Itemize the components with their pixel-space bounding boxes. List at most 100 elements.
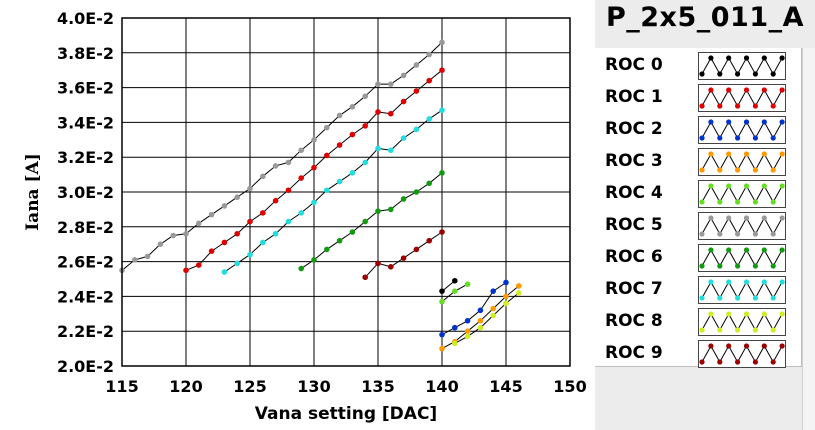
data-point-roc-1 (247, 218, 253, 225)
data-point-roc-3 (503, 293, 509, 300)
chart-svg: 115 120 125 130 135 140 145 150 2.0E-2 2.2E-2 2.4… (23, 9, 587, 424)
legend-label: ROC 9 (605, 343, 663, 363)
legend-swatch-marker (699, 263, 705, 269)
legend-swatch-marker (717, 263, 723, 269)
legend-swatch-marker (726, 279, 732, 285)
legend-swatch-marker (726, 311, 732, 317)
data-point-roc-5 (196, 220, 202, 227)
data-point-roc-6 (426, 180, 433, 187)
y-tick-label: 2.0E-2 (57, 357, 114, 376)
legend-scrollbar[interactable] (802, 48, 815, 430)
legend-swatch-marker (717, 71, 723, 77)
legend-swatch-marker (699, 71, 705, 77)
legend-swatch-marker (752, 103, 758, 109)
legend-swatch-marker (699, 295, 705, 301)
data-point-roc-1 (324, 152, 330, 159)
data-point-roc-5 (208, 211, 215, 218)
legend-swatch-marker (735, 327, 741, 333)
legend-swatch-marker (708, 311, 714, 317)
series-roc-7 (221, 107, 445, 275)
data-point-roc-5 (426, 51, 433, 58)
data-point-roc-1 (375, 109, 381, 115)
data-point-roc-7 (336, 178, 343, 185)
legend-item-roc-5: ROC 5 (595, 212, 801, 240)
data-point-roc-8 (464, 333, 471, 340)
legend-swatch-marker (770, 199, 776, 205)
data-point-roc-9 (426, 237, 433, 244)
y-tick-label: 4.0E-2 (57, 9, 114, 28)
legend-swatch-marker (743, 343, 750, 349)
data-point-roc-1 (439, 67, 445, 73)
data-point-roc-1 (413, 88, 420, 94)
data-point-roc-6 (324, 246, 330, 253)
legend-swatch-marker (699, 135, 705, 141)
legend-swatch-line (701, 184, 783, 204)
x-axis-label: Vana setting [DAC] (255, 404, 437, 424)
legend-swatch-marker (743, 151, 750, 157)
data-point-roc-7 (388, 147, 394, 154)
legend-swatch-marker (770, 167, 776, 173)
data-point-roc-7 (324, 187, 330, 194)
legend-swatch-marker (726, 343, 732, 349)
series-roc-0 (439, 277, 458, 294)
data-point-roc-7 (247, 251, 253, 258)
legend-swatch-marker (752, 231, 758, 237)
legend-swatch-marker (779, 343, 785, 349)
data-point-roc-2 (503, 279, 509, 286)
legend-swatch-marker (770, 359, 776, 365)
data-point-roc-5 (298, 147, 305, 154)
data-point-roc-5 (349, 103, 356, 110)
data-point-roc-2 (452, 324, 458, 331)
legend-item-roc-6: ROC 6 (595, 244, 801, 272)
data-point-roc-7 (298, 210, 305, 216)
legend-swatch-marker (761, 247, 767, 253)
legend-swatch-marker (708, 279, 714, 285)
legend-swatch-marker (779, 119, 785, 125)
legend-swatch-marker (743, 183, 750, 189)
legend-item-roc-9: ROC 9 (595, 340, 801, 368)
legend-swatch-marker (717, 167, 723, 173)
data-point-roc-9 (400, 255, 407, 261)
legend-swatch-marker (779, 215, 785, 221)
legend-swatch-marker (761, 119, 767, 125)
plot-panel: 115 120 125 130 135 140 145 150 2.0E-2 2.2E-2 2.4… (23, 9, 587, 424)
data-point-roc-1 (183, 267, 189, 274)
legend-swatch-marker (779, 55, 785, 61)
data-point-roc-8 (516, 290, 522, 296)
data-point-roc-5 (272, 163, 279, 169)
data-point-roc-9 (413, 246, 420, 253)
data-point-roc-3 (464, 328, 471, 335)
data-point-roc-8 (477, 324, 484, 331)
series-roc-1 (183, 67, 445, 274)
data-point-roc-6 (349, 229, 356, 235)
data-point-roc-5 (336, 112, 343, 119)
data-point-roc-1 (388, 110, 394, 117)
data-point-roc-7 (400, 135, 407, 141)
data-point-roc-6 (400, 196, 407, 202)
legend-swatch-marker (761, 343, 767, 349)
data-point-roc-5 (388, 81, 394, 87)
legend-label: ROC 0 (605, 55, 663, 75)
legend-swatch-marker (708, 119, 714, 125)
legend-swatch-line (701, 248, 783, 268)
legend-swatch-marker (699, 231, 705, 237)
data-point-roc-9 (388, 264, 394, 270)
data-point-roc-7 (362, 159, 369, 166)
legend-swatch-marker (770, 327, 776, 333)
legend-swatch-marker (726, 215, 732, 221)
data-point-roc-4 (452, 288, 458, 294)
series-roc-5 (119, 39, 445, 274)
y-tick-label: 3.8E-2 (57, 44, 114, 63)
x-tick-label: 125 (233, 377, 266, 396)
data-point-roc-6 (375, 208, 381, 214)
legend-swatch (698, 148, 786, 176)
legend-swatch-marker (735, 231, 741, 237)
legend-swatch-marker (770, 71, 776, 77)
chart-title: P_2x5_011_A (605, 2, 805, 33)
legend-item-roc-1: ROC 1 (595, 84, 801, 112)
legend-swatch-marker (752, 199, 758, 205)
legend-swatch (698, 244, 786, 272)
data-point-roc-7 (439, 107, 445, 114)
legend-swatch-marker (726, 151, 732, 157)
legend-swatch-marker (726, 87, 732, 93)
